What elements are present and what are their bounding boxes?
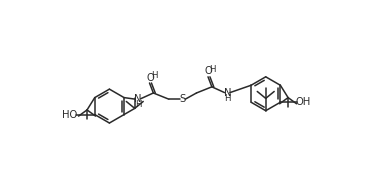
Text: S: S [180,94,186,104]
Text: O: O [146,73,154,83]
Text: H: H [209,65,216,74]
Text: OH: OH [296,97,311,107]
Text: N: N [224,88,231,98]
Text: H: H [135,100,141,109]
Text: H: H [151,71,157,80]
Text: H: H [224,94,231,103]
Text: HO: HO [63,110,78,120]
Text: N: N [134,94,142,104]
Text: O: O [205,66,213,76]
